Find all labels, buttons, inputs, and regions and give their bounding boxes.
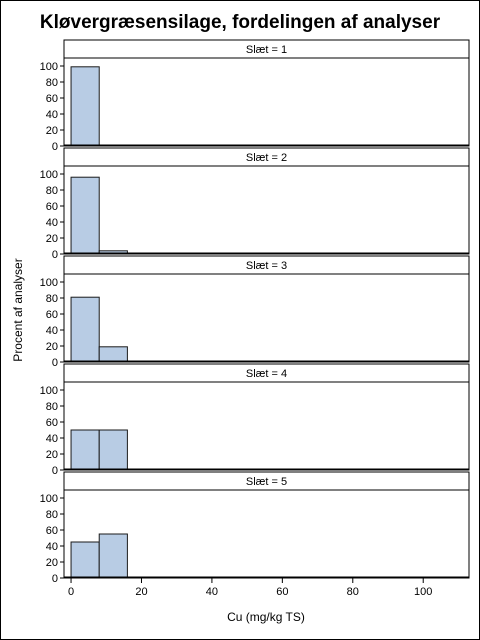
x-tick-label: 20 — [135, 586, 147, 598]
y-tick-label: 20 — [46, 125, 58, 137]
y-tick-label: 60 — [46, 525, 58, 537]
histogram-bar — [70, 541, 100, 579]
panel-label: Slæt = 2 — [246, 152, 287, 164]
x-tick-label: 80 — [347, 586, 359, 598]
y-tick-label: 20 — [46, 449, 58, 461]
y-tick-label: 0 — [52, 573, 58, 585]
panel-1: Slæt = 1 0 20 40 60 80 100 — [40, 39, 470, 153]
y-tick-label: 80 — [46, 77, 58, 89]
y-tick-label: 80 — [46, 293, 58, 305]
x-tick-label: 40 — [206, 586, 218, 598]
histogram-bar — [98, 346, 128, 363]
x-axis: 0 20 40 60 80 100 — [68, 578, 432, 598]
y-tick-label: 20 — [46, 341, 58, 353]
panels: Slæt = 1 0 20 40 60 80 100 Slæt = 2 0 20 40 60 80 100… — [40, 39, 470, 585]
panel-plot-area — [63, 57, 470, 147]
y-tick-label: 40 — [46, 433, 58, 445]
y-tick-label: 60 — [46, 417, 58, 429]
y-tick-label: 60 — [46, 309, 58, 321]
y-tick-label: 0 — [52, 357, 58, 369]
y-tick-label: 80 — [46, 401, 58, 413]
x-axis-label: Cu (mg/kg TS) — [227, 610, 305, 624]
panel-4: Slæt = 4 0 20 40 60 80 100 — [40, 363, 470, 477]
panel-plot-area — [63, 489, 470, 579]
chart-title: Kløvergræsensilage, fordelingen af analy… — [40, 12, 441, 33]
y-tick-label: 20 — [46, 233, 58, 245]
y-tick-label: 100 — [40, 385, 58, 397]
panel-5: Slæt = 5 0 20 40 60 80 100 — [40, 471, 470, 585]
y-tick-label: 100 — [40, 277, 58, 289]
panel-plot-area — [63, 273, 470, 363]
histogram-bar — [70, 176, 100, 255]
y-tick-label: 100 — [40, 169, 58, 181]
y-tick-label: 80 — [46, 509, 58, 521]
panel-label: Slæt = 1 — [246, 44, 287, 56]
y-tick-label: 0 — [52, 465, 58, 477]
y-tick-label: 60 — [46, 93, 58, 105]
x-tick-label: 0 — [68, 586, 74, 598]
x-tick-label: 60 — [276, 586, 288, 598]
panel-label: Slæt = 4 — [246, 368, 287, 380]
y-tick-label: 20 — [46, 557, 58, 569]
histogram-bar — [70, 66, 100, 147]
panel-2: Slæt = 2 0 20 40 60 80 100 — [40, 147, 470, 261]
y-tick-label: 0 — [52, 141, 58, 153]
histogram-bar — [98, 533, 128, 579]
y-tick-label: 60 — [46, 201, 58, 213]
panel-plot-area — [63, 165, 470, 255]
panel-3: Slæt = 3 0 20 40 60 80 100 — [40, 255, 470, 369]
histogram-bar — [98, 429, 128, 471]
y-tick-label: 100 — [40, 61, 58, 73]
panel-plot-area — [63, 381, 470, 471]
histogram-bar — [70, 429, 100, 471]
y-tick-label: 0 — [52, 249, 58, 261]
y-tick-label: 40 — [46, 541, 58, 553]
panel-label: Slæt = 3 — [246, 260, 287, 272]
y-axis-label: Procent af analyser — [11, 258, 25, 361]
y-tick-label: 40 — [46, 325, 58, 337]
histogram-bar — [70, 296, 100, 363]
y-tick-label: 40 — [46, 109, 58, 121]
y-tick-label: 80 — [46, 185, 58, 197]
y-tick-label: 100 — [40, 493, 58, 505]
x-tick-label: 100 — [414, 586, 432, 598]
y-tick-label: 40 — [46, 217, 58, 229]
panel-label: Slæt = 5 — [246, 476, 287, 488]
